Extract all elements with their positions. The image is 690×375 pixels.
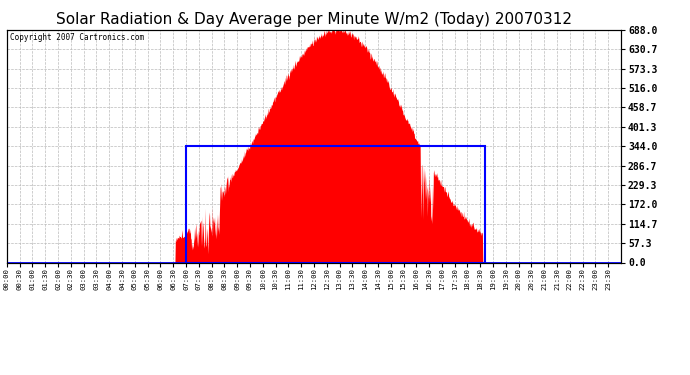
Title: Solar Radiation & Day Average per Minute W/m2 (Today) 20070312: Solar Radiation & Day Average per Minute… [56,12,572,27]
Text: Copyright 2007 Cartronics.com: Copyright 2007 Cartronics.com [10,33,144,42]
Bar [186,146,484,262]
